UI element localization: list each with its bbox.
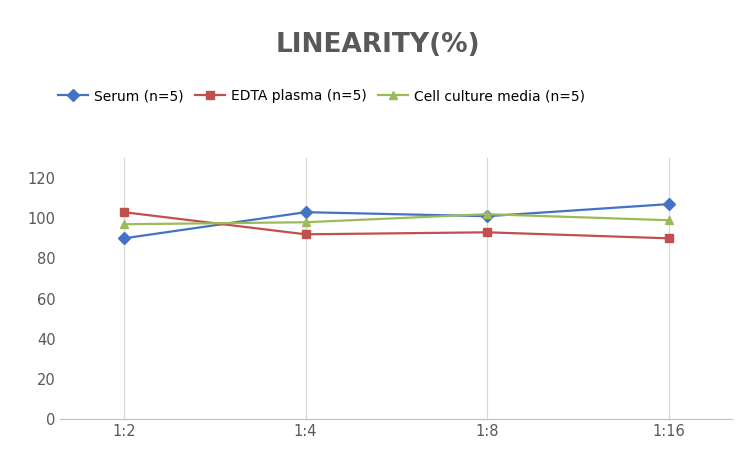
EDTA plasma (n=5) <box>119 209 128 215</box>
Line: Cell culture media (n=5): Cell culture media (n=5) <box>120 210 673 228</box>
Serum (n=5) <box>119 235 128 241</box>
EDTA plasma (n=5) <box>301 232 310 237</box>
Serum (n=5) <box>301 209 310 215</box>
EDTA plasma (n=5) <box>482 230 492 235</box>
Line: Serum (n=5): Serum (n=5) <box>120 200 673 243</box>
Legend: Serum (n=5), EDTA plasma (n=5), Cell culture media (n=5): Serum (n=5), EDTA plasma (n=5), Cell cul… <box>52 83 590 109</box>
Cell culture media (n=5) <box>119 221 128 227</box>
EDTA plasma (n=5) <box>664 235 673 241</box>
Cell culture media (n=5) <box>482 212 492 217</box>
Serum (n=5) <box>482 213 492 219</box>
Cell culture media (n=5) <box>301 220 310 225</box>
Text: LINEARITY(%): LINEARITY(%) <box>275 32 480 58</box>
Serum (n=5) <box>664 202 673 207</box>
Cell culture media (n=5) <box>664 217 673 223</box>
Line: EDTA plasma (n=5): EDTA plasma (n=5) <box>120 208 673 243</box>
